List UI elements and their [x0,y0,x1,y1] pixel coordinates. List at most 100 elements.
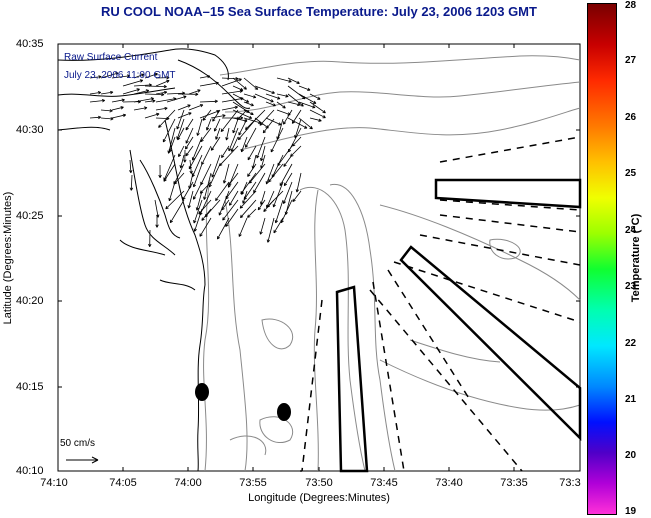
coastline [57,48,251,472]
current-vector [245,127,257,148]
current-vector [200,163,212,186]
scale-arrow-label: 50 cm/s [60,438,96,449]
x-tick-label: 73:50 [305,477,333,489]
current-vector [212,109,221,122]
current-vector [240,136,248,153]
current-vector [129,159,133,174]
current-vector [243,109,254,115]
current-vector [187,190,194,209]
colorbar-tick: 21 [625,394,637,405]
colorbar-tick: 26 [625,112,637,123]
current-vector [287,85,306,100]
solid-boxes [335,178,582,473]
current-vector [129,174,134,191]
current-vector [122,88,140,95]
current-vector [173,172,185,185]
current-vector [210,114,226,119]
scale-arrow [66,456,99,464]
current-vector [240,199,257,219]
current-vector [185,118,194,131]
current-vector [243,77,259,90]
current-vector [309,93,321,100]
current-vector [176,118,185,140]
current-vector [243,101,254,107]
station-marker-1 [195,383,209,401]
x-tick-label: 73:40 [435,477,463,489]
current-vector [276,109,291,116]
current-vector [111,106,124,111]
current-vector [193,181,203,200]
current-vector [163,154,176,181]
current-vector [276,101,286,109]
current-vector [228,172,239,186]
current-vector [155,215,159,228]
current-vector [133,73,145,79]
current-vector [199,217,212,237]
current-vector [257,199,266,211]
x-tick-label: 73:35 [500,477,528,489]
current-vector [191,154,203,178]
current-vector [232,77,247,90]
current-vector [89,99,106,103]
current-vector [89,75,102,79]
current-vector [183,149,187,163]
colorbar-tick: 24 [625,225,637,236]
current-vector [188,89,201,95]
current-vector [154,199,160,218]
current-vector [222,199,239,221]
current-vector [287,77,300,84]
y-tick-label: 40:20 [16,295,44,307]
current-vector [155,75,170,80]
current-vector [185,136,194,150]
current-vector [133,97,154,103]
current-vector [199,81,219,87]
current-vector [276,77,292,83]
current-vector [215,127,221,140]
current-vector [298,101,316,109]
overlay-current-label: Raw Surface Current [64,52,158,63]
current-vector [196,118,203,136]
colorbar-gradient [587,3,617,515]
current-vector [178,145,185,158]
current-vector [268,163,284,183]
current-vector [221,77,239,81]
current-vector [279,163,293,187]
current-vector [199,99,218,104]
current-vector [309,117,322,122]
current-vector [111,98,125,103]
current-vector [155,79,170,87]
current-vector [287,117,308,129]
current-vector [232,85,244,91]
current-vector [247,163,257,177]
current-vector [111,113,127,119]
current-vector [287,101,301,107]
current-vector [309,109,326,119]
current-vector [243,93,257,99]
current-vector [100,90,114,95]
current-vector [292,190,302,203]
current-vector [165,190,185,210]
current-vector [292,136,302,147]
y-tick-label: 40:15 [16,381,44,393]
map-title: RU COOL NOAA–15 Sea Surface Temperature:… [101,4,537,19]
tick-marks [58,44,580,471]
y-tick-label: 40:25 [16,210,44,222]
current-vector [177,92,199,96]
current-vector [158,164,162,178]
current-vector [192,163,203,188]
current-vector [168,136,176,153]
station-marker-2 [277,403,291,421]
current-vector [240,172,257,195]
current-vector [248,163,266,184]
colorbar-tick: 20 [625,450,637,461]
current-vector [265,101,276,107]
current-vector [185,127,194,144]
current-vector [122,99,141,104]
current-vector [166,95,187,103]
current-vector [201,145,212,165]
colorbar-tick: 27 [625,55,637,66]
current-vector [182,181,194,201]
current-vector [200,127,212,143]
current-vector [288,127,302,153]
current-vector [219,145,239,167]
